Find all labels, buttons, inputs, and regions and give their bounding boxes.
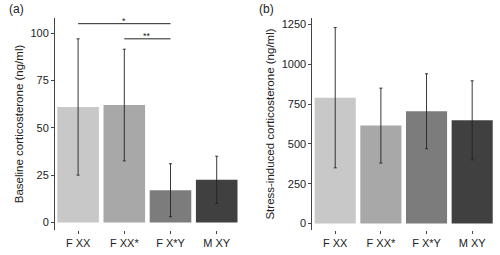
svg-text:25: 25 [37,169,49,181]
svg-text:100: 100 [30,27,48,39]
svg-text:**: ** [143,31,151,41]
svg-text:F XX: F XX [323,237,348,249]
svg-text:1000: 1000 [282,58,306,70]
svg-text:75: 75 [37,74,49,86]
svg-text:(b): (b) [259,2,274,16]
svg-text:Baseline corticosterone (ng/ml: Baseline corticosterone (ng/ml) [13,45,25,204]
svg-text:F XX: F XX [66,237,91,249]
svg-text:0: 0 [43,216,49,228]
svg-text:F XX*: F XX* [367,237,396,249]
svg-text:Stress-induced corticosterone: Stress-induced corticosterone (ng/ml) [264,28,276,219]
svg-text:250: 250 [288,178,306,190]
svg-text:*: * [122,16,126,26]
svg-text:0: 0 [300,217,306,229]
svg-text:M XY: M XY [459,237,487,249]
svg-text:F X*Y: F X*Y [156,237,185,249]
svg-text:750: 750 [288,98,306,110]
svg-text:M XY: M XY [203,237,231,249]
svg-text:F X*Y: F X*Y [412,237,441,249]
svg-text:(a): (a) [9,2,24,16]
svg-text:500: 500 [288,138,306,150]
svg-text:1250: 1250 [282,18,306,30]
svg-text:50: 50 [37,122,49,134]
svg-text:F XX*: F XX* [110,237,139,249]
